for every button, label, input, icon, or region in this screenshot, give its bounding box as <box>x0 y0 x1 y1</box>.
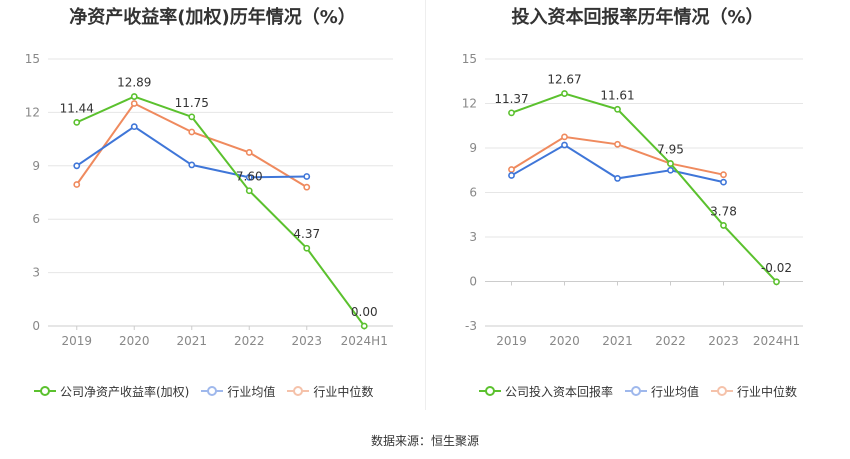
legend-label: 行业中位数 <box>313 383 373 400</box>
y-tick-label: 15 <box>462 52 477 66</box>
y-tick-label: 9 <box>469 141 477 155</box>
data-label: 3.78 <box>710 204 737 218</box>
data-label: 11.75 <box>175 96 209 110</box>
legend-item-industry-median[interactable]: 行业中位数 <box>711 383 797 400</box>
y-tick-label: 6 <box>469 186 477 200</box>
data-point <box>615 107 620 112</box>
y-tick-label: 3 <box>32 266 40 280</box>
legend-line-marker-icon <box>34 385 56 397</box>
data-point <box>509 110 514 115</box>
data-point <box>132 94 137 99</box>
data-point <box>189 129 194 134</box>
x-tick-label: 2023 <box>708 334 739 348</box>
legend-item-industry-avg[interactable]: 行业均值 <box>625 383 699 400</box>
x-tick-label: 2019 <box>61 334 92 348</box>
data-point <box>74 182 79 187</box>
data-label: 4.37 <box>293 227 320 241</box>
legend-label: 行业均值 <box>227 383 275 400</box>
x-tick-label: 2024H1 <box>341 334 388 348</box>
y-tick-label: 6 <box>32 212 40 226</box>
data-source: 数据来源：恒生聚源 <box>0 432 850 449</box>
legend-line-marker-icon <box>287 385 309 397</box>
x-tick-label: 2020 <box>549 334 580 348</box>
data-point <box>774 279 779 284</box>
legend-label: 公司净资产收益率(加权) <box>60 383 189 400</box>
legend-label: 行业均值 <box>651 383 699 400</box>
data-point <box>304 246 309 251</box>
series-line <box>77 97 365 326</box>
data-point <box>189 114 194 119</box>
y-tick-label: 0 <box>469 275 477 289</box>
data-point <box>74 120 79 125</box>
data-point <box>562 142 567 147</box>
data-point <box>615 176 620 181</box>
y-tick-label: 3 <box>469 230 477 244</box>
legend-line-marker-icon <box>711 385 733 397</box>
data-point <box>721 180 726 185</box>
data-point <box>509 173 514 178</box>
legend-label: 行业中位数 <box>737 383 797 400</box>
roe-chart: 0 3 6 9 12 15 2019 2020 2021 2022 2023 2024H1 11.44 1… <box>0 0 425 370</box>
x-tick-label: 2023 <box>291 334 322 348</box>
legend-line-marker-icon <box>201 385 223 397</box>
data-point <box>668 161 673 166</box>
data-label: 11.44 <box>60 101 94 115</box>
y-tick-label: 12 <box>25 105 40 119</box>
data-label: 11.37 <box>494 92 528 106</box>
data-point <box>668 168 673 173</box>
y-tick-label: -3 <box>465 319 477 333</box>
roic-legend: 公司投入资本回报率 行业均值 行业中位数 <box>479 382 809 400</box>
data-point <box>304 174 309 179</box>
data-point <box>362 323 367 328</box>
x-tick-label: 2021 <box>176 334 207 348</box>
data-label: 7.95 <box>657 143 684 157</box>
x-tick-label: 2022 <box>234 334 265 348</box>
data-label: -0.02 <box>761 261 792 275</box>
x-tick-label: 2021 <box>602 334 633 348</box>
data-point <box>509 167 514 172</box>
roe-legend: 公司净资产收益率(加权) 行业均值 行业中位数 <box>34 382 385 400</box>
legend-item-industry-median[interactable]: 行业中位数 <box>287 383 373 400</box>
x-tick-label: 2022 <box>655 334 686 348</box>
legend-line-marker-icon <box>625 385 647 397</box>
data-label: 11.61 <box>600 88 634 102</box>
data-point <box>721 223 726 228</box>
y-tick-label: 0 <box>32 319 40 333</box>
x-tick-label: 2020 <box>119 334 150 348</box>
data-point <box>189 162 194 167</box>
data-point <box>132 124 137 129</box>
roic-chart: -3 0 3 6 9 12 15 2019 2020 2021 2022 2023 2024H1 11.3… <box>425 0 850 370</box>
data-point <box>721 172 726 177</box>
data-point <box>74 163 79 168</box>
data-point <box>615 142 620 147</box>
y-tick-label: 15 <box>25 52 40 66</box>
data-label: 12.89 <box>117 76 151 90</box>
legend-item-company[interactable]: 公司投入资本回报率 <box>479 383 613 400</box>
data-label: 12.67 <box>547 73 581 87</box>
data-point <box>304 185 309 190</box>
legend-item-industry-avg[interactable]: 行业均值 <box>201 383 275 400</box>
data-label: 0.00 <box>351 305 378 319</box>
data-label: 7.60 <box>236 170 263 184</box>
y-tick-label: 12 <box>462 97 477 111</box>
legend-item-company[interactable]: 公司净资产收益率(加权) <box>34 383 189 400</box>
legend-line-marker-icon <box>479 385 501 397</box>
y-tick-label: 9 <box>32 159 40 173</box>
legend-label: 公司投入资本回报率 <box>505 383 613 400</box>
x-tick-label: 2024H1 <box>753 334 800 348</box>
data-point <box>247 150 252 155</box>
data-point <box>562 134 567 139</box>
x-tick-label: 2019 <box>496 334 527 348</box>
series-line <box>512 94 777 282</box>
data-point <box>562 91 567 96</box>
data-point <box>247 188 252 193</box>
data-point <box>132 101 137 106</box>
